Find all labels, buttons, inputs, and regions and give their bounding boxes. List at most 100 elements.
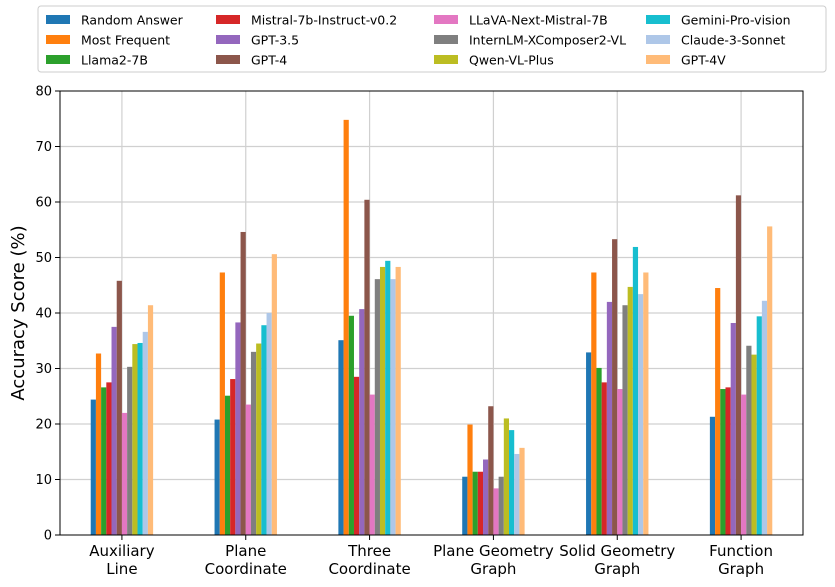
bar-llava-next-mistral-7b-1	[245, 404, 251, 535]
legend-label: GPT-4	[251, 53, 287, 68]
bar-gpt-4-4	[612, 239, 618, 535]
bar-llama2-7b-0	[101, 387, 107, 535]
bar-random-answer-5	[709, 416, 716, 535]
legend-label: Qwen-VL-Plus	[469, 53, 554, 68]
bar-gpt-4-5	[735, 195, 742, 535]
bar-qwen-vl-plus-5	[751, 354, 757, 535]
bar-random-answer-1	[214, 419, 220, 535]
legend-label: Gemini-Pro-vision	[681, 13, 791, 28]
bar-gpt-4v-5	[767, 226, 773, 536]
legend-swatch	[646, 35, 670, 44]
gridlines	[60, 91, 803, 535]
bar-most-frequent-1	[219, 272, 225, 535]
bar-gpt-4v-4	[643, 272, 649, 535]
y-tick-label: 10	[35, 473, 52, 488]
legend-swatch	[216, 35, 240, 44]
bar-gpt-3-5-0	[111, 326, 117, 535]
bar-gemini-pro-vision-3	[509, 430, 515, 535]
legend-swatch	[216, 15, 240, 24]
bar-random-answer-3	[462, 476, 468, 535]
bar-qwen-vl-plus-0	[132, 344, 138, 535]
y-tick-label: 20	[35, 418, 52, 433]
bar-llava-next-mistral-7b-2	[369, 394, 375, 535]
legend-label: Random Answer	[81, 13, 184, 28]
bar-claude-3-sonnet-2	[390, 279, 396, 535]
y-tick-label: 80	[35, 85, 52, 100]
x-tick-label: Function Graph	[709, 542, 773, 578]
bar-mistral-7b-instruct-v0-2-1	[230, 379, 236, 535]
bar-llava-next-mistral-7b-0	[121, 412, 128, 535]
legend-swatch	[434, 55, 458, 64]
bar-mistral-7b-instruct-v0-2-4	[601, 382, 607, 535]
bar-llava-next-mistral-7b-5	[741, 394, 747, 535]
bar-internlm-xcomposer2-vl-4	[622, 305, 628, 535]
bar-llava-next-mistral-7b-4	[617, 389, 623, 535]
bar-gpt-3-5-2	[359, 309, 365, 535]
bar-gpt-4v-2	[395, 266, 401, 535]
bar-random-answer-4	[586, 352, 592, 535]
legend-swatch	[434, 15, 458, 24]
y-axis-label: Accuracy Score (%)	[8, 225, 29, 400]
legend-swatch	[646, 15, 670, 24]
x-axis: Auxiliary Line Plane Coordinate Three Coordin…	[89, 535, 773, 578]
bar-gpt-4-0	[116, 280, 122, 535]
x-tick-label: Three Coordinate	[328, 542, 410, 578]
y-tick-label: 30	[35, 362, 52, 377]
bar-gemini-pro-vision-0	[137, 342, 143, 535]
legend-label: Claude-3-Sonnet	[681, 33, 785, 48]
bar-llama2-7b-1	[224, 395, 231, 535]
bar-gemini-pro-vision-5	[756, 316, 762, 535]
y-tick-label: 0	[44, 529, 52, 544]
y-axis: 0 10 20 30 40 50 60 70 80	[35, 85, 60, 544]
bar-gemini-pro-vision-4	[632, 246, 639, 535]
legend-swatch	[46, 15, 70, 24]
bar-gemini-pro-vision-2	[385, 260, 391, 535]
y-tick-label: 50	[35, 251, 52, 266]
legend-swatch	[434, 35, 458, 44]
legend-swatch	[646, 55, 670, 64]
legend-swatch	[46, 55, 70, 64]
y-tick-label: 70	[35, 140, 52, 155]
bar-gemini-pro-vision-1	[261, 325, 267, 535]
x-tick-label: Plane Coordinate	[205, 542, 287, 578]
legend-swatch	[46, 35, 70, 44]
bar-gpt-3-5-4	[606, 301, 613, 535]
bar-claude-3-sonnet-0	[142, 331, 148, 535]
x-tick-label: Solid Geometry Graph	[559, 542, 675, 578]
x-tick-label: Plane Geometry Graph	[433, 542, 554, 578]
bar-llama2-7b-5	[720, 389, 726, 535]
bar-internlm-xcomposer2-vl-1	[250, 351, 257, 535]
legend: Random Answer Most Frequent Llama2-7B Mistr…	[37, 5, 827, 73]
bar-claude-3-sonnet-1	[266, 313, 272, 535]
bar-most-frequent-5	[715, 288, 721, 535]
bar-qwen-vl-plus-3	[503, 418, 510, 535]
bar-claude-3-sonnet-3	[514, 453, 520, 535]
bar-gpt-4v-1	[271, 254, 277, 536]
bar-most-frequent-2	[343, 119, 349, 536]
legend-label: InternLM-XComposer2-VL	[469, 33, 626, 48]
legend-label: LLaVA-Next-Mistral-7B	[469, 13, 608, 28]
bar-llama2-7b-3	[472, 471, 478, 535]
bar-gpt-4v-0	[147, 305, 154, 535]
bar-gpt-4v-3	[519, 447, 525, 535]
bar-claude-3-sonnet-5	[761, 300, 768, 535]
bar-gpt-3-5-3	[483, 459, 489, 535]
bar-internlm-xcomposer2-vl-5	[746, 345, 752, 535]
bar-mistral-7b-instruct-v0-2-0	[106, 382, 112, 535]
legend-label: Mistral-7b-Instruct-v0.2	[251, 13, 397, 28]
bar-gpt-3-5-5	[730, 322, 736, 535]
bars	[90, 119, 773, 536]
bar-llama2-7b-2	[348, 315, 354, 535]
bar-random-answer-0	[90, 399, 96, 535]
bar-llama2-7b-4	[596, 367, 602, 535]
y-tick-label: 60	[35, 196, 52, 211]
bar-internlm-xcomposer2-vl-2	[374, 279, 380, 535]
bar-gpt-4-3	[488, 406, 494, 535]
bar-random-answer-2	[338, 340, 344, 535]
legend-swatch	[216, 55, 240, 64]
legend-label: Llama2-7B	[81, 53, 148, 68]
bar-mistral-7b-instruct-v0-2-2	[353, 376, 360, 535]
bar-mistral-7b-instruct-v0-2-3	[477, 471, 484, 535]
legend-label: GPT-3.5	[251, 33, 299, 48]
